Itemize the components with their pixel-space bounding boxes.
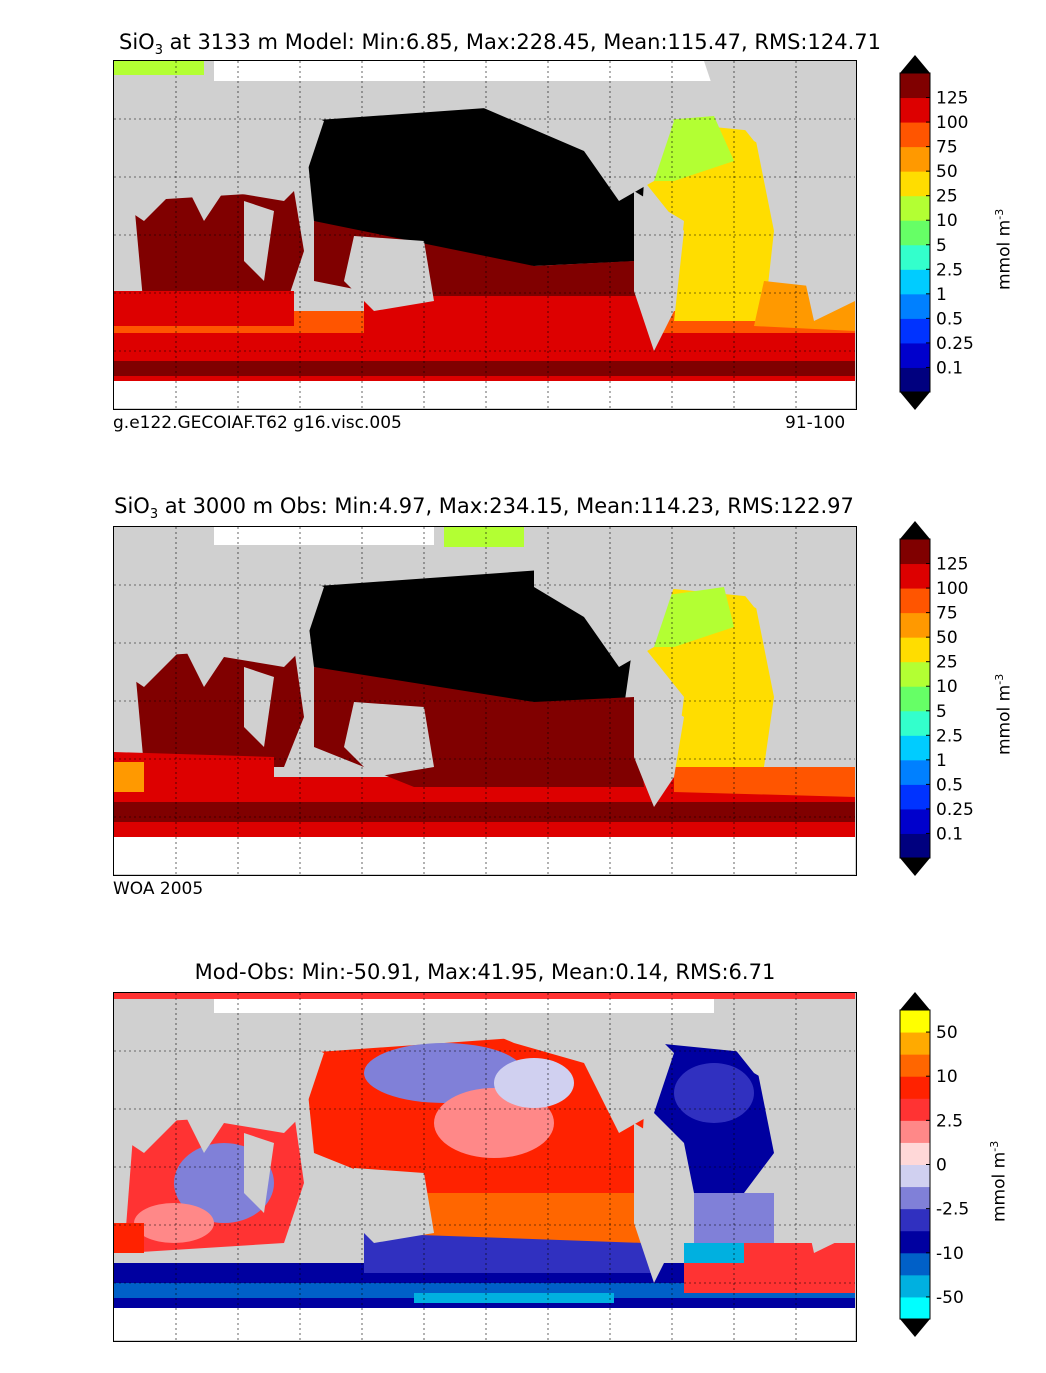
- colorbar-tick-label: 10: [936, 211, 958, 231]
- colorbar-frame: [899, 538, 931, 859]
- colorbar-segment: [900, 1164, 930, 1188]
- colorbar-segment: [900, 539, 930, 565]
- colorbar-segment: [900, 588, 930, 614]
- colorbar-tick-label: 0.5: [936, 309, 963, 329]
- obs-caption-left: WOA 2005: [113, 879, 204, 899]
- model-caption-left: g.e122.GECOIAF.T62 g16.visc.005: [113, 413, 402, 433]
- colorbar-segment: [900, 367, 930, 393]
- model-colorbar-units: mmol m-3: [993, 208, 1015, 290]
- colorbar-under-arrow: [900, 1319, 930, 1337]
- colorbar-tick-label: 0.5: [936, 775, 963, 795]
- colorbar-segment: [900, 735, 930, 761]
- colorbar-segment: [900, 1098, 930, 1121]
- colorbar-under-arrow: [900, 858, 930, 876]
- colorbar-segment: [900, 146, 930, 172]
- colorbar-segment: [900, 342, 930, 368]
- colorbar-segment: [900, 171, 930, 197]
- colorbar-tick-label: 1: [936, 285, 947, 305]
- obs-map: [113, 526, 857, 876]
- colorbar-tick-label: 75: [936, 604, 958, 624]
- diff-title: Mod-Obs: Min:-50.91, Max:41.95, Mean:0.1…: [194, 960, 776, 984]
- colorbar-segment: [900, 1120, 930, 1143]
- colorbar-tick-label: 25: [936, 653, 958, 673]
- colorbar-segment: [900, 122, 930, 148]
- colorbar-tick-label: 10: [936, 677, 958, 697]
- colorbar-tick-label: 100: [936, 579, 968, 599]
- colorbar-segment: [900, 244, 930, 270]
- model-colorbar: 0.1 0.25 0.5 1 2.5 5 10 25 50 75 100 125: [899, 55, 974, 410]
- colorbar-segment: [900, 1032, 930, 1055]
- colorbar-segment: [900, 73, 930, 99]
- diff-colorbar-units: mmol m-3: [988, 1140, 1010, 1222]
- colorbar-tick-label: 5: [936, 236, 947, 256]
- colorbar-tick-label: 1: [936, 751, 947, 771]
- colorbar-tick-label: 50: [936, 1023, 958, 1043]
- obs-title: SiO3 at 3000 m Obs: Min:4.97, Max:234.15…: [114, 494, 854, 523]
- colorbar-tick-label: 0: [936, 1156, 947, 1176]
- colorbar-tick-label: 2.5: [936, 260, 963, 280]
- colorbar-segment: [900, 97, 930, 123]
- colorbar-segment: [900, 686, 930, 712]
- colorbar-tick-label: 125: [936, 89, 968, 109]
- colorbar-over-arrow: [900, 521, 930, 539]
- colorbar-segment: [900, 1274, 930, 1298]
- colorbar-tick-label: -2.5: [936, 1200, 969, 1220]
- colorbar-tick-label: 0.25: [936, 334, 974, 354]
- colorbar-tick-label: 2.5: [936, 1111, 963, 1131]
- colorbar-tick-label: 25: [936, 187, 958, 207]
- colorbar-segment: [900, 1186, 930, 1210]
- model-title: SiO3 at 3133 m Model: Min:6.85, Max:228.…: [119, 30, 881, 59]
- colorbar-tick-label: 125: [936, 555, 968, 575]
- colorbar-tick-label: -50: [936, 1288, 964, 1308]
- diff-map: [113, 992, 857, 1342]
- colorbar-segment: [900, 1010, 930, 1033]
- colorbar-segment: [900, 1142, 930, 1165]
- colorbar-tick-label: 75: [936, 138, 958, 158]
- colorbar-segment: [900, 710, 930, 736]
- colorbar-segment: [900, 269, 930, 295]
- colorbar-segment: [900, 1208, 930, 1232]
- colorbar-under-arrow: [900, 392, 930, 410]
- colorbar-segment: [900, 318, 930, 344]
- colorbar-segment: [900, 1054, 930, 1077]
- colorbar-over-arrow: [900, 992, 930, 1010]
- colorbar-tick-label: 50: [936, 162, 958, 182]
- diff-colorbar: -50 -10 -2.5 0 2.5 10 50: [899, 992, 969, 1337]
- colorbar-tick-label: 50: [936, 628, 958, 648]
- obs-colorbar: 0.1 0.25 0.5 1 2.5 5 10 25 50 75 100 125: [899, 521, 974, 876]
- colorbar-segment: [900, 612, 930, 638]
- colorbar-segment: [900, 220, 930, 246]
- colorbar-segment: [900, 195, 930, 221]
- colorbar-tick-label: 2.5: [936, 726, 963, 746]
- colorbar-segment: [900, 808, 930, 834]
- colorbar-tick-label: 0.25: [936, 800, 974, 820]
- colorbar-segment: [900, 293, 930, 319]
- colorbar-tick-label: 100: [936, 113, 968, 133]
- colorbar-segment: [900, 1296, 930, 1320]
- colorbar-segment: [900, 784, 930, 810]
- colorbar-segment: [900, 637, 930, 663]
- colorbar-segment: [900, 563, 930, 589]
- model-caption-right: 91-100: [785, 413, 846, 433]
- obs-colorbar-units: mmol m-3: [993, 673, 1015, 755]
- model-map: [113, 60, 857, 410]
- colorbar-over-arrow: [900, 55, 930, 73]
- colorbar-frame: [899, 72, 931, 393]
- colorbar-tick-label: 0.1: [936, 824, 963, 844]
- colorbar-segment: [900, 833, 930, 859]
- colorbar-tick-label: 0.1: [936, 358, 963, 378]
- colorbar-tick-label: 5: [936, 702, 947, 722]
- colorbar-segment: [900, 759, 930, 785]
- colorbar-tick-label: -10: [936, 1244, 964, 1264]
- colorbar-tick-label: 10: [936, 1067, 958, 1087]
- colorbar-segment: [900, 1230, 930, 1254]
- colorbar-segment: [900, 1076, 930, 1099]
- colorbar-segment: [900, 1252, 930, 1276]
- colorbar-segment: [900, 661, 930, 687]
